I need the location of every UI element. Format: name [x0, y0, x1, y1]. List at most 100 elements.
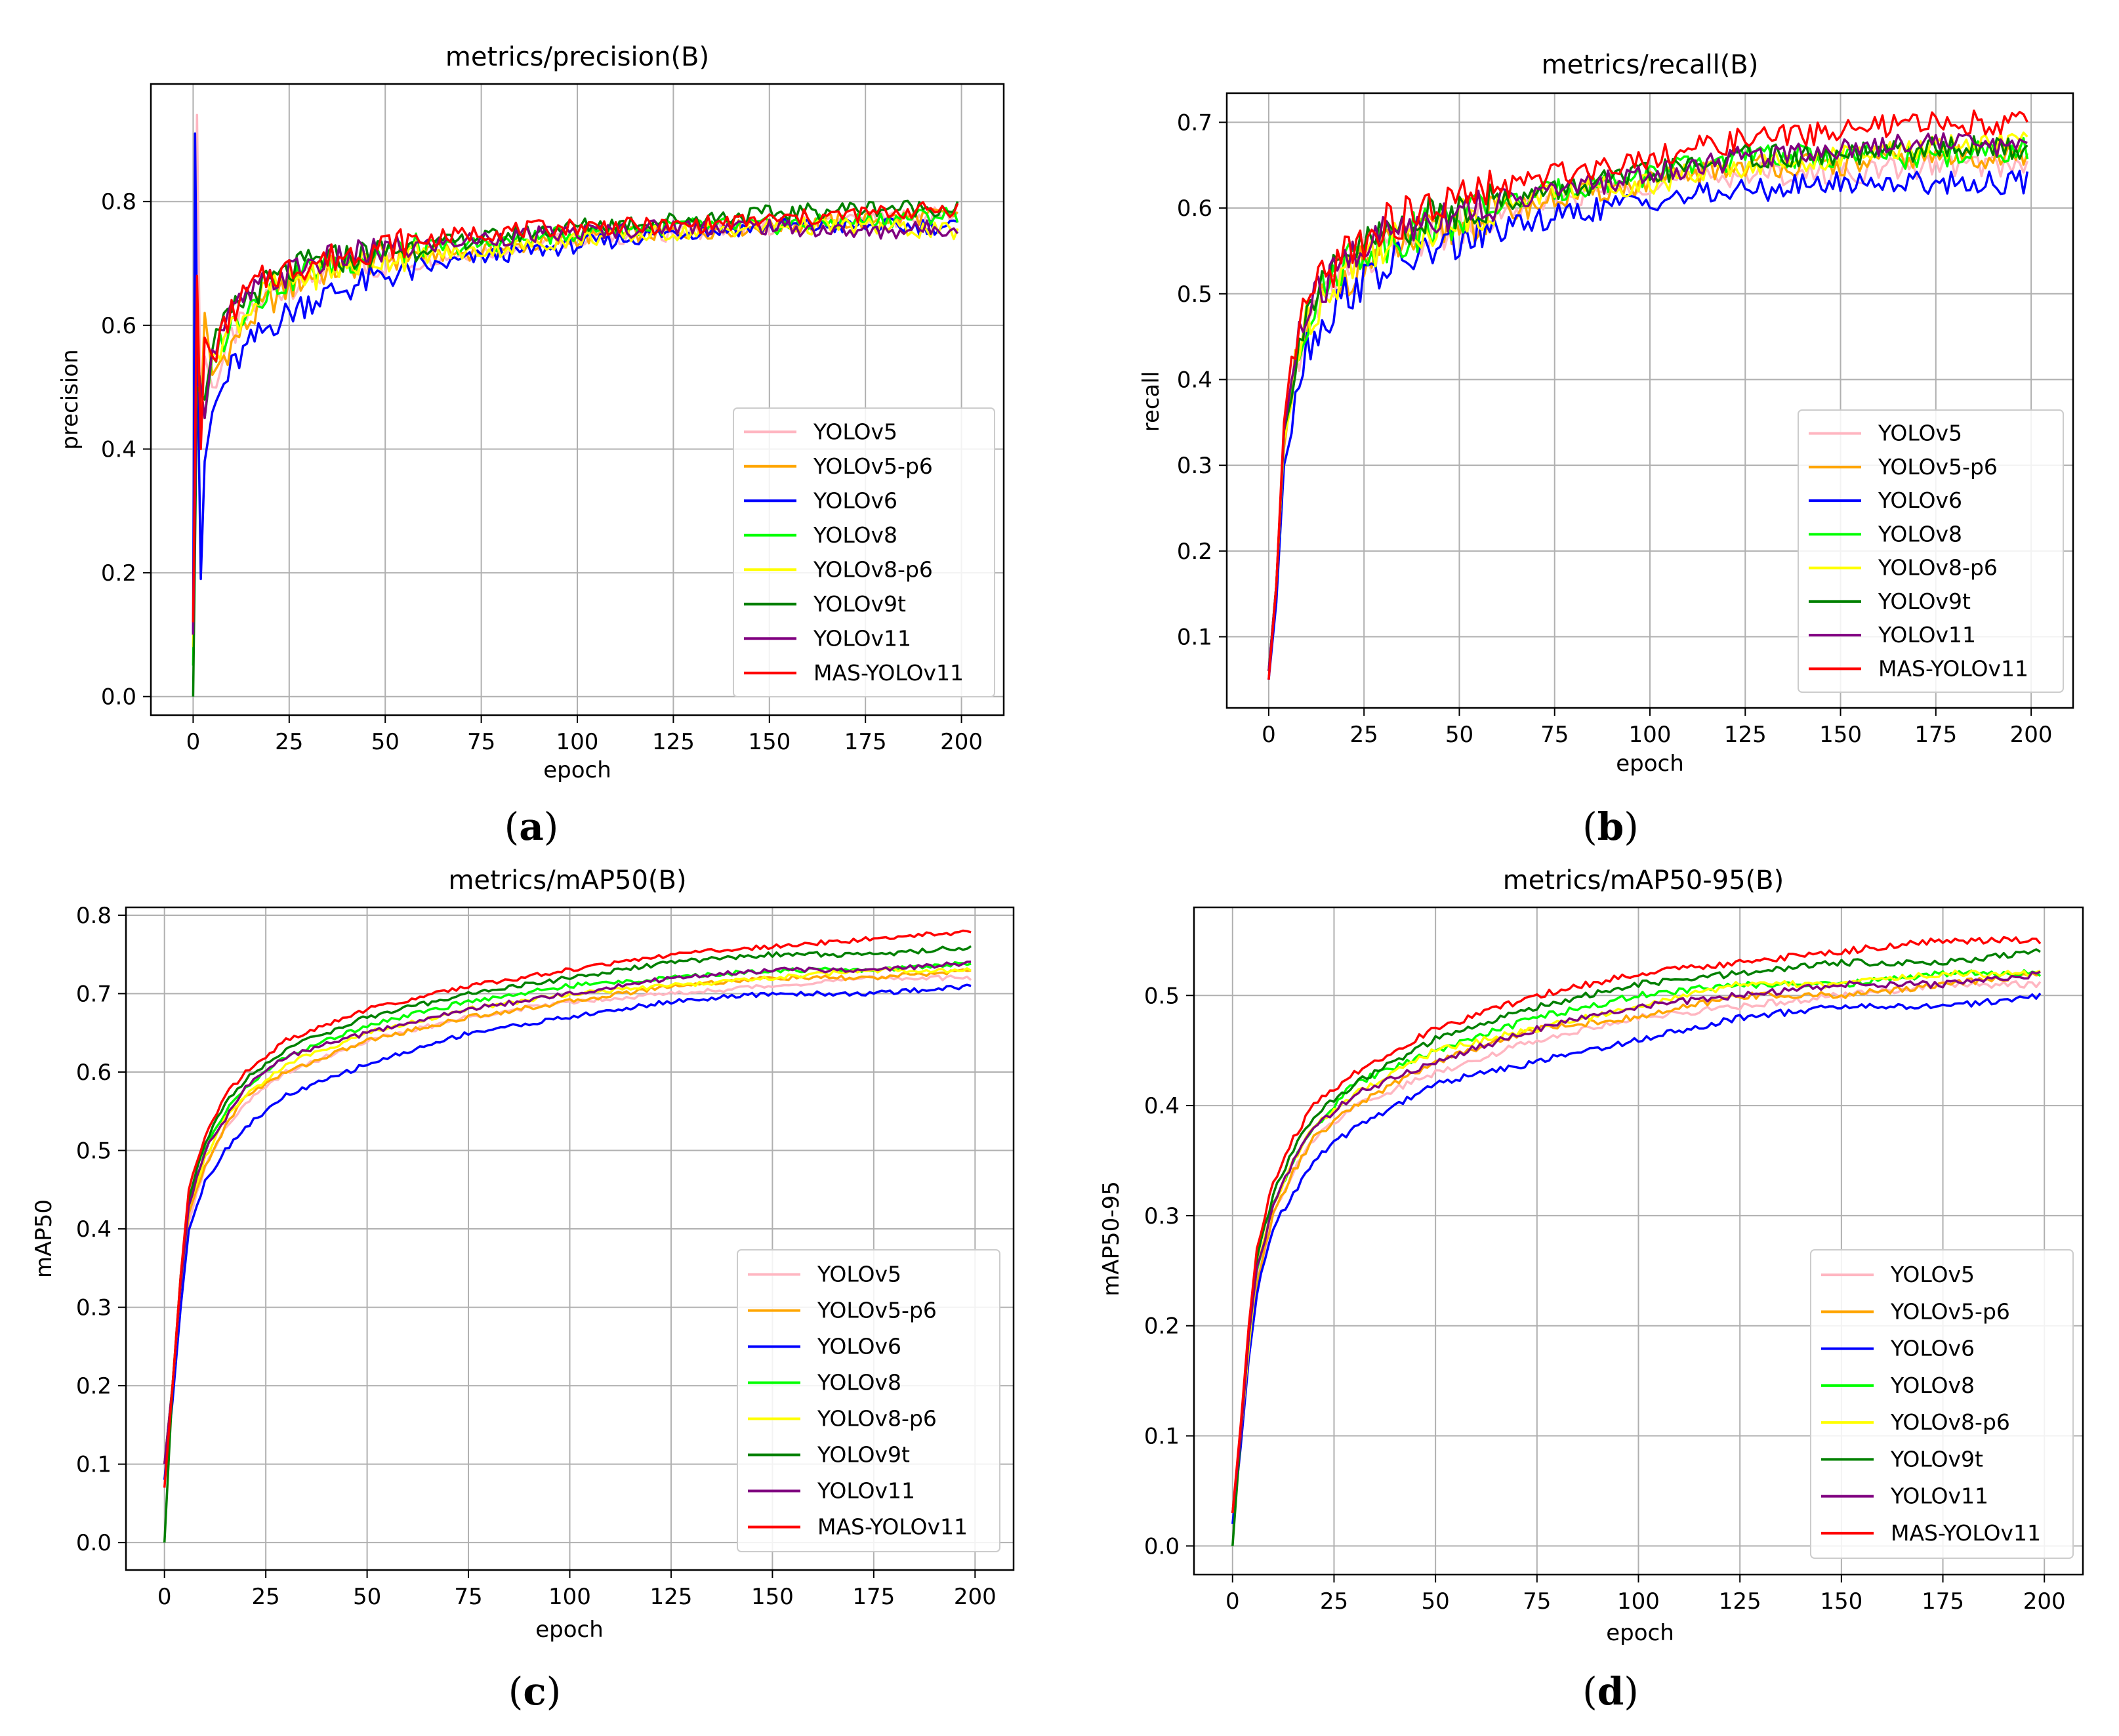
- x-tick-label: 200: [2023, 1588, 2066, 1615]
- x-tick-label: 125: [1724, 722, 1767, 748]
- y-tick-label: 0.8: [76, 903, 112, 929]
- y-tick-label: 0.0: [1144, 1533, 1180, 1560]
- panel-caption: (b): [1582, 804, 1639, 849]
- legend-label: YOLOv5-p6: [1890, 1298, 2010, 1324]
- x-tick-label: 200: [954, 1584, 997, 1610]
- y-tick-label: 0.2: [1177, 539, 1212, 565]
- legend-label: YOLOv5-p6: [817, 1298, 937, 1323]
- x-tick-label: 0: [186, 729, 201, 755]
- panel-map50: metrics/mAP50(B) 0 25 50 75 100 125 150 175 200 …: [31, 865, 1015, 1714]
- x-tick-label: 200: [2010, 722, 2053, 748]
- legend-label: YOLOv6: [1890, 1336, 1975, 1361]
- y-tick-label: 0.6: [1177, 196, 1212, 222]
- series-line-yolov11: [192, 217, 959, 635]
- x-tick-label: 50: [1422, 1588, 1450, 1615]
- series-line-yolov11: [1231, 970, 2041, 1514]
- x-tick-label: 100: [548, 1584, 591, 1610]
- series-line-yolov6: [163, 983, 972, 1480]
- y-axis: 0.0 0.1 0.2 0.3 0.4 0.5: [1144, 983, 1194, 1560]
- y-tick-label: 0.4: [101, 436, 136, 463]
- y-axis: 0.1 0.2 0.3 0.4 0.5 0.6 0.7: [1177, 110, 1227, 651]
- legend-label: YOLOv5-p6: [813, 453, 933, 479]
- legend: YOLOv5 YOLOv5-p6 YOLOv6 YOLOv8 YOLOv8-p6 YOLO…: [1798, 409, 2064, 693]
- x-tick-label: 150: [1819, 722, 1862, 748]
- y-tick-label: 0.6: [101, 313, 136, 339]
- legend-label: YOLOv8-p6: [1878, 555, 1998, 581]
- y-tick-label: 0.0: [101, 684, 136, 711]
- plot-title: metrics/mAP50(B): [448, 865, 686, 896]
- series-line-yolov11: [1267, 132, 2028, 671]
- panel-precision: metrics/precision(B) 0 25 50 75 100 125 150 175…: [57, 42, 1005, 849]
- legend-label: YOLOv8: [1878, 521, 1962, 547]
- series-group: [1267, 109, 2029, 680]
- x-tick-label: 25: [1350, 722, 1378, 748]
- panel-map50-95: metrics/mAP50-95(B) 0 25 50 75 100 125 150 175 2…: [1098, 865, 2084, 1714]
- panel-caption: (c): [508, 1669, 562, 1714]
- x-tick-label: 150: [1820, 1588, 1862, 1615]
- series-line-mas-yolov11: [163, 929, 972, 1488]
- x-axis-label: epoch: [535, 1617, 604, 1643]
- y-tick-label: 0.5: [76, 1138, 112, 1165]
- legend-label: YOLOv6: [817, 1334, 901, 1359]
- x-axis: 0 25 50 75 100 125 150 175 200: [1262, 708, 2053, 748]
- x-tick-label: 100: [1629, 722, 1672, 748]
- legend-box: [733, 407, 995, 697]
- x-tick-label: 150: [748, 729, 791, 755]
- legend-label: YOLOv8-p6: [1890, 1409, 2010, 1435]
- y-axis-label: recall: [1138, 371, 1164, 432]
- y-tick-label: 0.1: [76, 1452, 112, 1478]
- panel-caption-letter: c: [523, 1669, 546, 1714]
- series-group: [163, 929, 972, 1543]
- y-tick-label: 0.3: [1177, 453, 1212, 479]
- x-tick-label: 25: [1320, 1588, 1348, 1615]
- legend-label: YOLOv11: [1890, 1483, 1988, 1509]
- x-tick-label: 100: [1617, 1588, 1660, 1615]
- series-group: [1231, 936, 2042, 1546]
- y-tick-label: 0.7: [76, 981, 112, 1007]
- legend-box: [1798, 409, 2064, 693]
- legend-label: YOLOv9t: [1878, 589, 1971, 614]
- y-tick-label: 0.4: [1144, 1093, 1180, 1119]
- x-tick-label: 50: [1445, 722, 1473, 748]
- legend-label: YOLOv5: [1878, 421, 1962, 446]
- y-axis: 0.0 0.1 0.2 0.3 0.4 0.5 0.6 0.7 0.8: [76, 903, 126, 1556]
- series-line-yolov9t: [163, 945, 972, 1543]
- legend-label: YOLOv5-p6: [1878, 454, 1998, 480]
- panel-caption: (d): [1582, 1669, 1639, 1714]
- y-tick-label: 0.8: [101, 189, 136, 215]
- y-tick-label: 0.6: [76, 1060, 112, 1086]
- y-tick-label: 0.1: [1177, 625, 1212, 651]
- x-tick-label: 200: [940, 729, 983, 755]
- y-tick-label: 0.2: [101, 560, 136, 587]
- x-tick-label: 175: [1922, 1588, 1964, 1615]
- series-line-yolov5-p6: [163, 968, 972, 1464]
- y-axis-label: mAP50-95: [1098, 1181, 1124, 1296]
- legend-label: YOLOv11: [817, 1478, 915, 1504]
- x-axis: 0 25 50 75 100 125 150 175 200: [157, 1570, 997, 1610]
- plot-title: metrics/recall(B): [1542, 50, 1759, 80]
- x-axis-label: epoch: [1606, 1620, 1674, 1646]
- legend-box: [737, 1249, 1000, 1552]
- legend-label: YOLOv8: [1890, 1373, 1975, 1398]
- y-tick-label: 0.2: [1144, 1313, 1180, 1340]
- panel-caption-letter: b: [1597, 804, 1624, 849]
- y-tick-label: 0.1: [1144, 1424, 1180, 1450]
- series-line-yolov8-p6: [1231, 969, 2041, 1514]
- series-line-mas-yolov11: [1231, 936, 2042, 1514]
- plot-title: metrics/precision(B): [445, 42, 709, 72]
- legend-label: YOLOv11: [1878, 622, 1976, 648]
- series-line-yolov6: [1267, 169, 2029, 680]
- legend-label: YOLOv5: [1890, 1262, 1975, 1287]
- panel-recall: metrics/recall(B) 0 25 50 75 100 125 150 175 200…: [1138, 50, 2074, 849]
- x-tick-label: 0: [1225, 1588, 1240, 1615]
- panel-caption-letter: a: [519, 804, 544, 849]
- legend-label: YOLOv5: [813, 419, 897, 444]
- legend-label: YOLOv6: [1878, 487, 1962, 513]
- legend-label: YOLOv8: [813, 522, 897, 548]
- y-tick-label: 0.4: [1177, 367, 1212, 393]
- legend-label: YOLOv9t: [1890, 1446, 1983, 1472]
- x-tick-label: 0: [157, 1584, 172, 1610]
- series-line-yolov5-p6: [1231, 972, 2041, 1514]
- legend-label: YOLOv8-p6: [813, 556, 933, 582]
